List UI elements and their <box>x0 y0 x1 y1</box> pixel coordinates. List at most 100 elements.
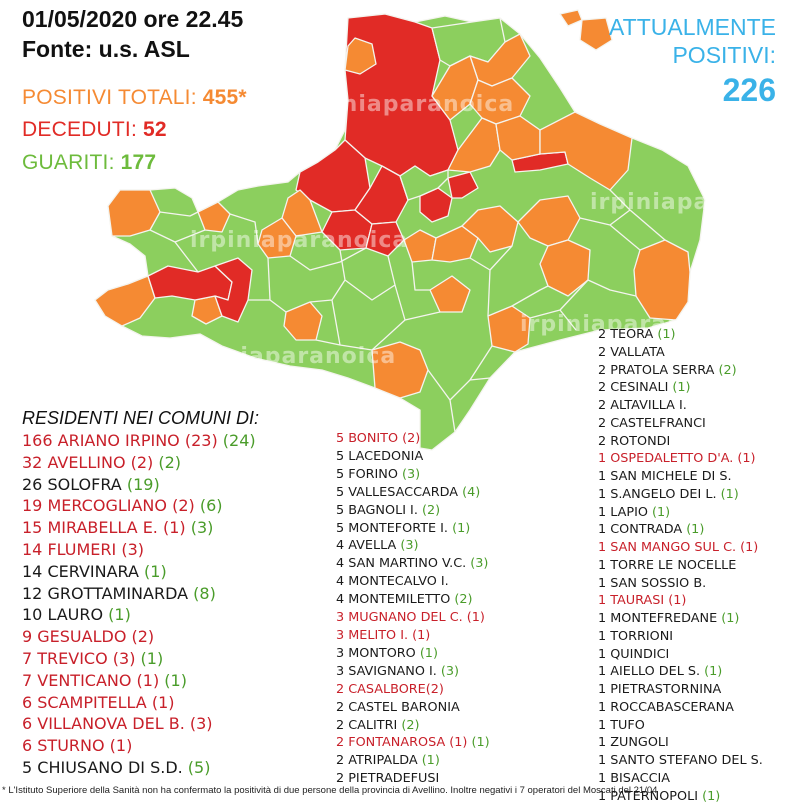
list-item: 1 SAN MANGO SUL C. (1) <box>598 539 763 557</box>
recovered-count: (3) <box>398 467 420 482</box>
positivi-label: POSITIVI TOTALI: <box>22 86 203 109</box>
guariti-value: 177 <box>121 151 157 174</box>
list-item: 1 S.ANGELO DEI L. (1) <box>598 486 763 504</box>
municipality-name: 15 MIRABELLA E. <box>22 518 158 537</box>
list-title: RESIDENTI NEI COMUNI DI: <box>22 408 259 429</box>
deaths-count: (2) <box>398 431 420 446</box>
municipality-name: 1 SAN MICHELE DI S. <box>598 469 732 484</box>
deaths-count: (3) <box>116 540 144 559</box>
recovered-count: (1) <box>418 753 440 768</box>
municipality-name: 1 AIELLO DEL S. <box>598 664 700 679</box>
list-item: 1 SAN MICHELE DI S. <box>598 468 763 486</box>
list-item: 15 MIRABELLA E. (1) (3) <box>22 517 256 539</box>
municipality-list-col2: 5 BONITO (2)5 LACEDONIA 5 FORINO (3) 5 VAL… <box>336 430 490 788</box>
municipality-name: 6 VILLANOVA DEL B. <box>22 714 185 733</box>
attualmente-label-line1: ATTUALMENTE <box>609 14 776 41</box>
deaths-count: (1) <box>105 736 133 755</box>
municipality-name: 2 PIETRADEFUSI <box>336 771 439 786</box>
municipality-name: 2 CASTELFRANCI <box>598 416 706 431</box>
municipality-orange <box>560 10 582 26</box>
municipality-name: 1 SANTO STEFANO DEL S. <box>598 753 763 768</box>
positivi-totali: POSITIVI TOTALI: 455* <box>22 86 247 110</box>
list-item: 6 STURNO (1) <box>22 735 256 757</box>
municipality-name: 2 VALLATA <box>598 345 665 360</box>
municipality-name: 2 ALTAVILLA I. <box>598 398 687 413</box>
municipality-name: 2 CASALBORE <box>336 682 426 697</box>
list-item: 2 CASTELFRANCI <box>598 415 763 433</box>
footnote: * L'Istituto Superiore della Sanità non … <box>2 785 657 796</box>
municipality-name: 5 FORINO <box>336 467 398 482</box>
municipality-name: 5 LACEDONIA <box>336 449 423 464</box>
municipality-name: 1 OSPEDALETTO D'A. <box>598 451 733 466</box>
update-date: 01/05/2020 ore 22.45 <box>22 6 243 33</box>
list-item: 2 CESINALI (1) <box>598 379 763 397</box>
list-item: 2 VALLATA <box>598 344 763 362</box>
list-item: 2 CALITRI (2) <box>336 717 490 735</box>
deaths-count: (3) <box>185 714 213 733</box>
deaths-count: (2) <box>126 627 154 646</box>
recovered-count: (1) <box>668 380 690 395</box>
recovered-count: (1) <box>648 505 670 520</box>
deaths-count: (3) <box>108 649 136 668</box>
list-item: 2 PRATOLA SERRA (2) <box>598 362 763 380</box>
deaths-count: (1) <box>445 735 467 750</box>
list-item: 1 SANTO STEFANO DEL S. <box>598 752 763 770</box>
recovered-count: (1) <box>159 671 187 690</box>
municipality-name: 12 GROTTAMINARDA <box>22 584 188 603</box>
deaths-count: (2) <box>167 496 195 515</box>
municipality-name: 1 TAURASI <box>598 593 664 608</box>
deaths-count: (1) <box>736 540 758 555</box>
recovered-count: (1) <box>653 327 675 342</box>
recovered-count: (2) <box>714 363 736 378</box>
recovered-count: (2) <box>153 453 181 472</box>
guariti-label: GUARITI: <box>22 151 121 174</box>
list-item: 32 AVELLINO (2) (2) <box>22 452 256 474</box>
municipality-orange <box>580 18 612 50</box>
list-item: 1 LAPIO (1) <box>598 504 763 522</box>
deaths-count: (2) <box>126 453 154 472</box>
municipality-name: 1 SAN MANGO SUL C. <box>598 540 736 555</box>
list-item: 5 BAGNOLI I. (2) <box>336 502 490 520</box>
municipality-name: 1 QUINDICI <box>598 647 669 662</box>
list-item: 1 TORRE LE NOCELLE <box>598 557 763 575</box>
list-item: 1 ZUNGOLI <box>598 734 763 752</box>
municipality-name: 1 TORRIONI <box>598 629 673 644</box>
list-item: 1 MONTEFREDANE (1) <box>598 610 763 628</box>
list-item: 7 TREVICO (3) (1) <box>22 648 256 670</box>
list-item: 26 SOLOFRA (19) <box>22 474 256 496</box>
municipality-name: 14 FLUMERI <box>22 540 116 559</box>
municipality-name: 4 MONTECALVO I. <box>336 574 449 589</box>
list-item: 2 CASALBORE(2) <box>336 681 490 699</box>
list-item: 1 SAN SOSSIO B. <box>598 575 763 593</box>
list-item: 4 MONTEMILETTO (2) <box>336 591 490 609</box>
list-item: 5 BONITO (2) <box>336 430 490 448</box>
list-item: 1 TUFO <box>598 717 763 735</box>
list-item: 3 SAVIGNANO I. (3) <box>336 663 490 681</box>
municipality-list-col1: 166 ARIANO IRPINO (23) (24)32 AVELLINO (… <box>22 430 256 779</box>
municipality-name: 1 BISACCIA <box>598 771 670 786</box>
municipality-name: 32 AVELLINO <box>22 453 126 472</box>
recovered-count: (2) <box>418 503 440 518</box>
municipality-name: 6 STURNO <box>22 736 105 755</box>
municipality-name: 3 SAVIGNANO I. <box>336 664 437 679</box>
municipality-name: 2 TEORA <box>598 327 653 342</box>
list-item: 6 VILLANOVA DEL B. (3) <box>22 713 256 735</box>
list-item: 3 MUGNANO DEL C. (1) <box>336 609 490 627</box>
deaths-count: (23) <box>180 431 218 450</box>
municipality-name: 2 CALITRI <box>336 718 397 733</box>
list-item: 5 VALLESACCARDA (4) <box>336 484 490 502</box>
municipality-name: 7 VENTICANO <box>22 671 131 690</box>
recovered-count: (3) <box>437 664 459 679</box>
list-item: 6 SCAMPITELLA (1) <box>22 692 256 714</box>
municipality-name: 5 VALLESACCARDA <box>336 485 458 500</box>
municipality-name: 14 CERVINARA <box>22 562 139 581</box>
recovered-count: (6) <box>195 496 223 515</box>
municipality-name: 1 ROCCABASCERANA <box>598 700 734 715</box>
recovered-count: (1) <box>416 646 438 661</box>
municipality-name: 5 CHIUSANO DI S.D. <box>22 758 183 777</box>
watermark-text: irpiniaparanoica <box>590 190 800 215</box>
municipality-name: 1 TUFO <box>598 718 645 733</box>
deaths-count: (1) <box>158 518 186 537</box>
list-item: 7 VENTICANO (1) (1) <box>22 670 256 692</box>
deaths-count: (1) <box>733 451 755 466</box>
